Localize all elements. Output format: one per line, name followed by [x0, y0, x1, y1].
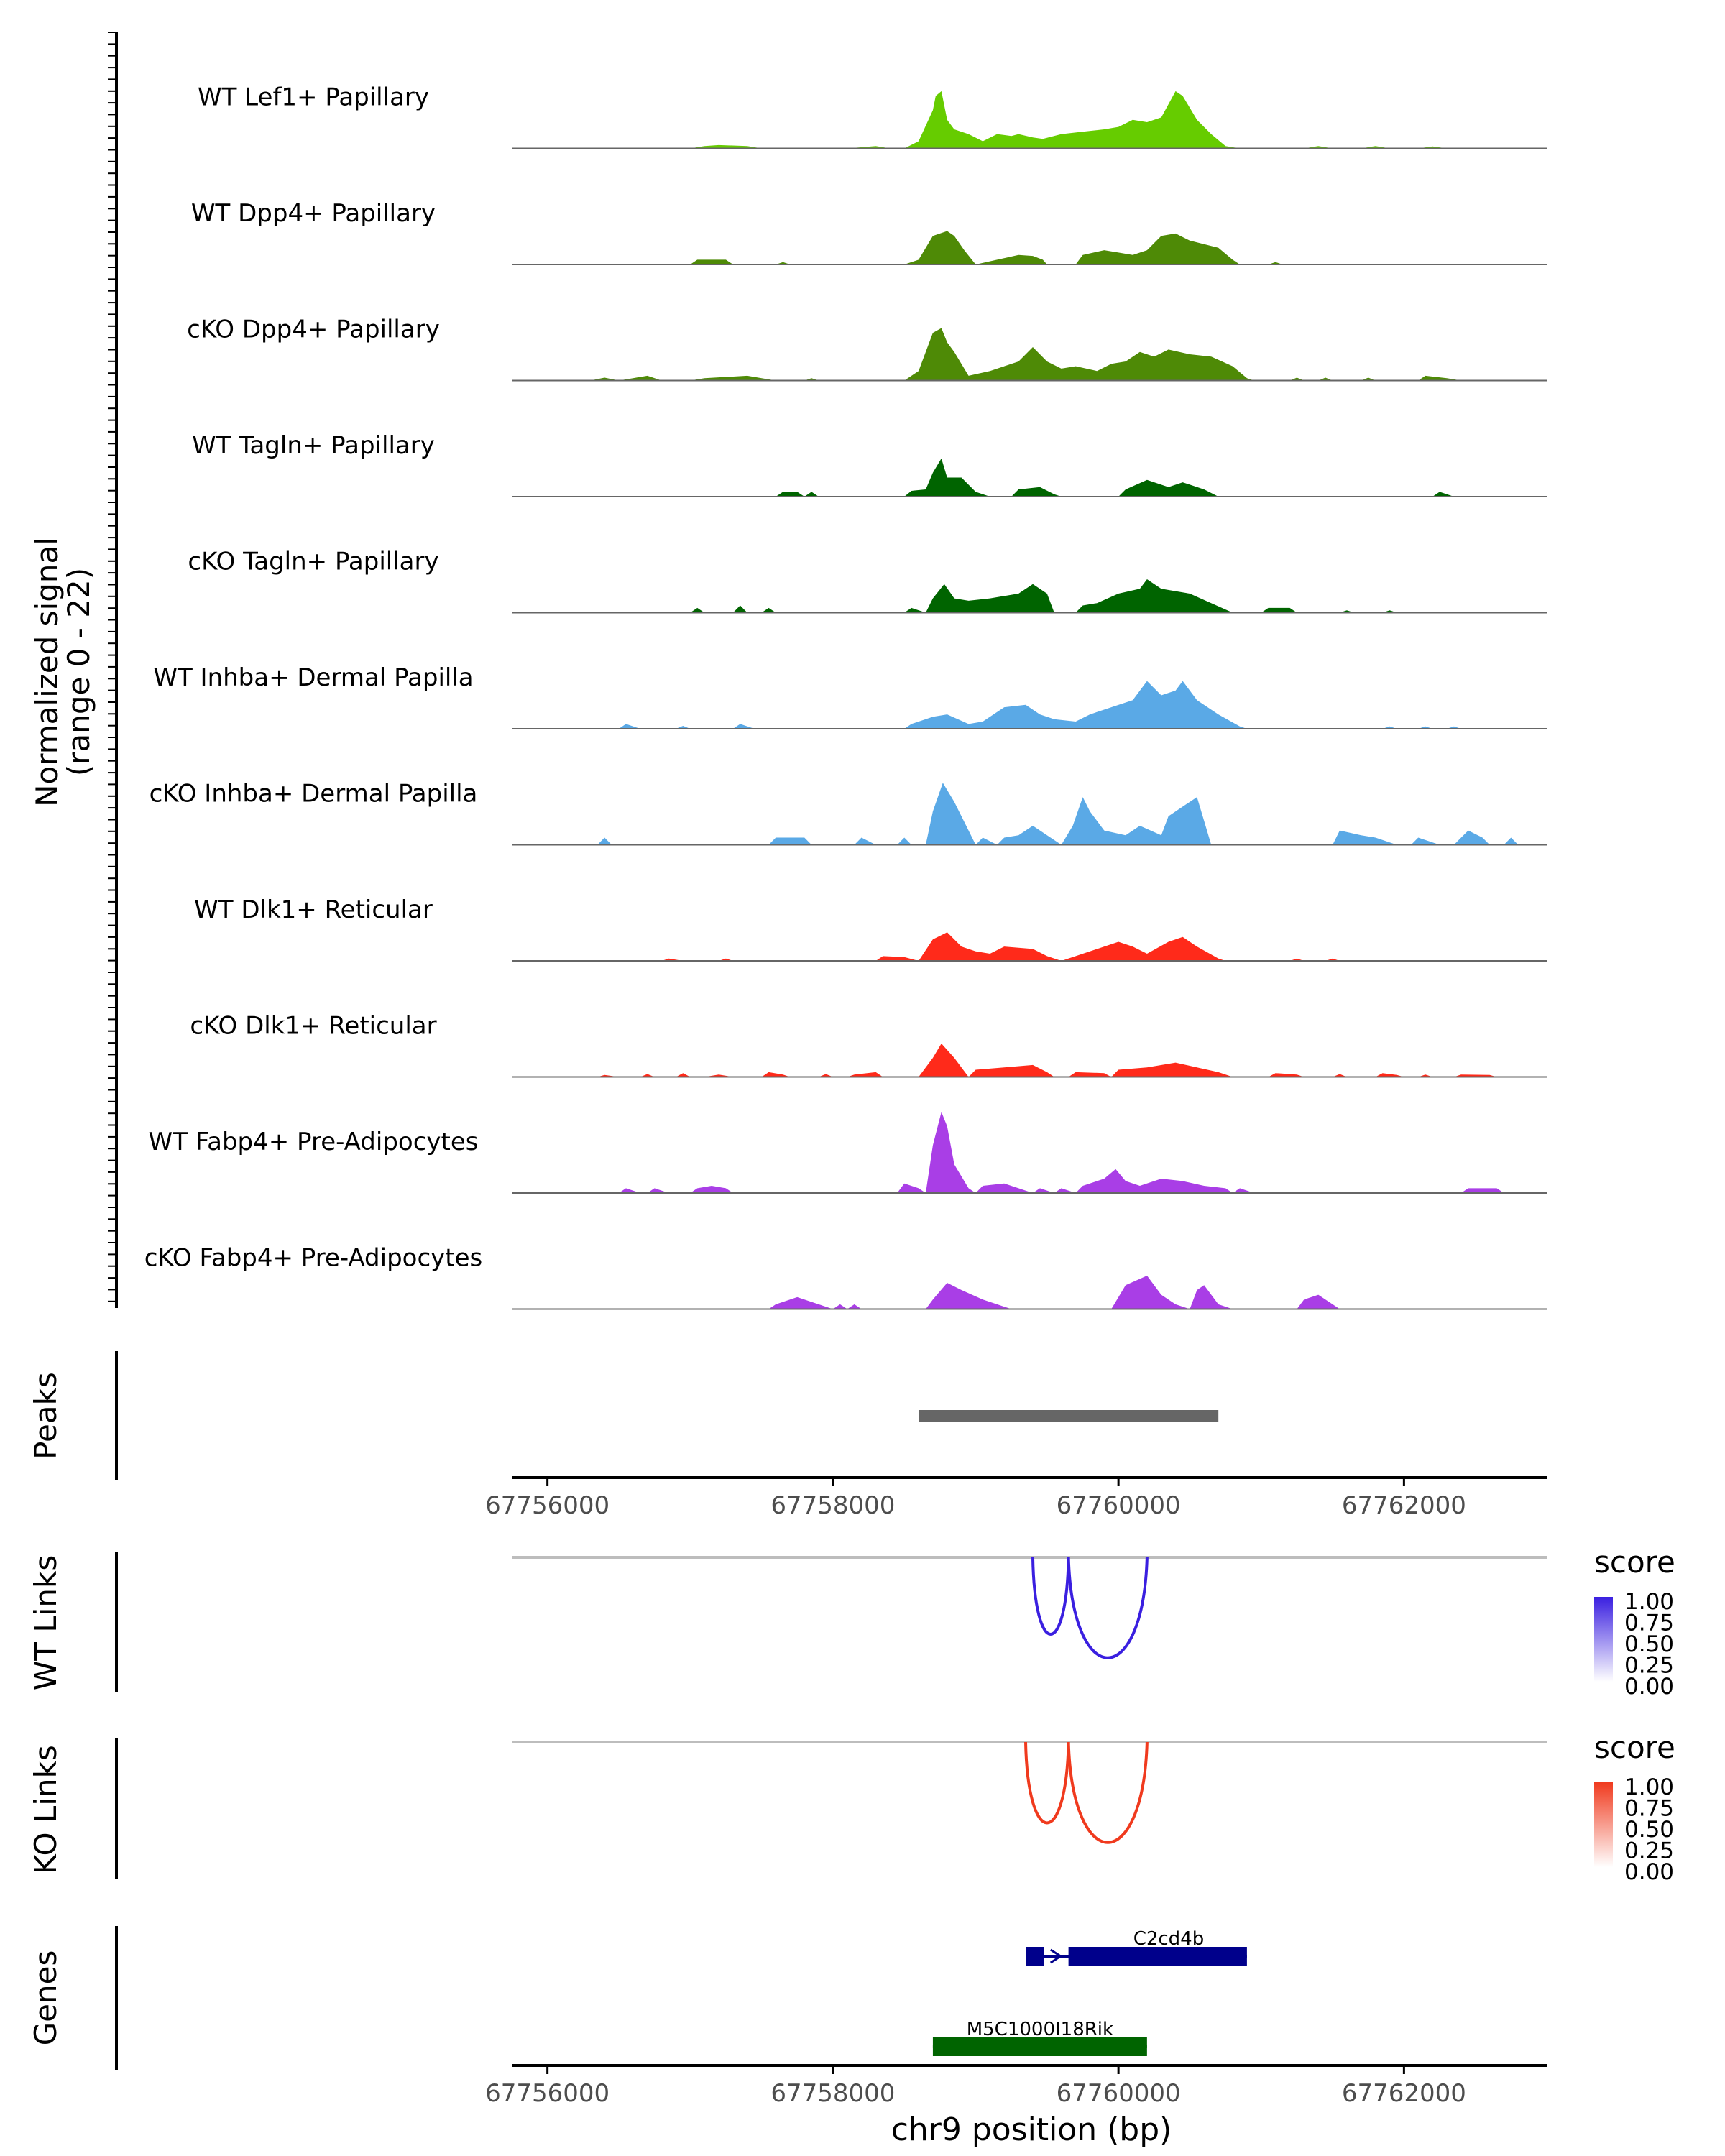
coverage-track-10: WT Fabp4+ Pre-Adipocytes [149, 1112, 1547, 1194]
coverage-track-6: WT Inhba+ Dermal Papilla [153, 663, 1547, 729]
x-tick-label: 67762000 [1342, 2079, 1466, 2108]
links-panel-2: KO Links score 1.000.750.500.250.00 [28, 1730, 1675, 1885]
legend-tick-label: 0.00 [1624, 1859, 1674, 1885]
track-label: cKO Dlk1+ Reticular [190, 1012, 436, 1041]
coverage-tracks: WT Lef1+ Papillary WT Dpp4+ Papillary cKO … [144, 83, 1547, 1310]
gene-model-2: M5C1000I18Rik [932, 2019, 1147, 2056]
coverage-y-label: Normalized signal [29, 537, 65, 807]
legend-tick-label: 0.50 [1624, 1631, 1674, 1657]
coverage-area [547, 579, 1519, 613]
links-panel-1: WT Links score 1.000.750.500.250.00 [28, 1544, 1675, 1700]
track-label: WT Lef1+ Papillary [198, 83, 429, 112]
genes-panel: Genes C2cd4b M5C1000I18Rik 67756000 677580… [28, 1926, 1547, 2148]
peak-regions [919, 1410, 1219, 1422]
legend-colorbar [1594, 1597, 1613, 1682]
coverage-area [547, 932, 1519, 961]
coverage-area [547, 458, 1519, 497]
links-label: WT Links [28, 1555, 63, 1690]
link-arc [1067, 1557, 1149, 1659]
track-label: cKO Tagln+ Papillary [188, 548, 438, 576]
legend-tick-label: 0.75 [1624, 1611, 1674, 1636]
track-label: WT Tagln+ Papillary [192, 431, 435, 460]
coverage-track-3: cKO Dpp4+ Papillary [187, 315, 1547, 382]
legend-tick-label: 0.25 [1624, 1653, 1674, 1679]
coverage-panel: WT Lef1+ Papillary WT Dpp4+ Papillary cKO … [29, 32, 1547, 1310]
legend-title: score [1594, 1544, 1675, 1580]
coverage-track-5: cKO Tagln+ Papillary [188, 548, 1547, 614]
track-label: cKO Inhba+ Dermal Papilla [150, 780, 478, 808]
x-tick-label: 67760000 [1057, 1491, 1181, 1520]
gene-exon [932, 2037, 1147, 2056]
gene-exon [1068, 1947, 1247, 1966]
gene-model-1: C2cd4b [1026, 1928, 1247, 1966]
score-legend: score 1.000.750.500.250.00 [1594, 1730, 1675, 1885]
gene-models: C2cd4b M5C1000I18Rik [932, 1928, 1247, 2056]
legend-colorbar [1594, 1782, 1613, 1867]
x-tick-label: 67760000 [1057, 2079, 1181, 2108]
link-arc [1024, 1741, 1070, 1825]
legend-tick-label: 1.00 [1624, 1589, 1674, 1615]
legend-tick-label: 0.25 [1624, 1838, 1674, 1864]
track-label: WT Dlk1+ Reticular [194, 895, 433, 924]
coverage-area [547, 1044, 1519, 1077]
track-label: cKO Fabp4+ Pre-Adipocytes [144, 1244, 483, 1273]
coverage-track-4: WT Tagln+ Papillary [192, 431, 1547, 497]
gene-label: C2cd4b [1133, 1928, 1205, 1950]
x-axis-title: chr9 position (bp) [891, 2111, 1172, 2148]
coverage-track-8: WT Dlk1+ Reticular [194, 895, 1547, 962]
genes-label: Genes [28, 1950, 63, 2046]
track-label: WT Inhba+ Dermal Papilla [153, 663, 473, 692]
track-label: WT Dpp4+ Papillary [191, 199, 436, 228]
x-tick-label: 67762000 [1342, 1491, 1466, 1520]
strand-arrow [1049, 1948, 1063, 1964]
coverage-track-9: cKO Dlk1+ Reticular [190, 1012, 1547, 1078]
link-arc [1031, 1557, 1070, 1636]
legend-tick-label: 0.50 [1624, 1817, 1674, 1843]
legend-tick-label: 1.00 [1624, 1774, 1674, 1800]
legend-tick-label: 0.00 [1624, 1674, 1674, 1700]
x-tick-label: 67758000 [770, 2079, 895, 2108]
x-tick-label: 67756000 [485, 1491, 610, 1520]
coverage-area [547, 91, 1519, 149]
coverage-area [547, 783, 1519, 845]
gene-label: M5C1000I18Rik [967, 2019, 1113, 2040]
coverage-track-2: WT Dpp4+ Papillary [191, 199, 1547, 265]
coverage-area [547, 681, 1519, 729]
x-axis-upper: 67756000 67758000 67760000 67762000 [485, 1476, 1547, 1520]
coverage-track-1: WT Lef1+ Papillary [198, 83, 1547, 149]
track-label: WT Fabp4+ Pre-Adipocytes [149, 1128, 479, 1156]
coverage-area [547, 1276, 1519, 1309]
coverage-y-label-range: (range 0 - 22) [61, 568, 96, 776]
x-axis-lower: 67756000 67758000 67760000 67762000 [485, 2064, 1547, 2108]
coverage-area [547, 231, 1519, 264]
x-tick-label: 67756000 [485, 2079, 610, 2108]
coverage-area [547, 1112, 1519, 1193]
peak-region [919, 1410, 1219, 1422]
x-tick-label: 67758000 [770, 1491, 895, 1520]
track-label: cKO Dpp4+ Papillary [187, 315, 440, 344]
score-legend: score 1.000.750.500.250.00 [1594, 1544, 1675, 1700]
gene-exon [1026, 1947, 1044, 1966]
coverage-area [547, 328, 1519, 381]
links-label: KO Links [28, 1745, 63, 1874]
legend-tick-label: 0.75 [1624, 1796, 1674, 1822]
coverage-track-11: cKO Fabp4+ Pre-Adipocytes [144, 1244, 1547, 1310]
coverage-y-ticks [108, 32, 116, 1302]
peaks-label: Peaks [28, 1372, 63, 1460]
link-arc [1067, 1741, 1149, 1844]
legend-title: score [1594, 1730, 1675, 1765]
peaks-panel: Peaks 67756000 67758000 67760000 67762000 [28, 1351, 1547, 1520]
coverage-track-7: cKO Inhba+ Dermal Papilla [150, 780, 1547, 846]
